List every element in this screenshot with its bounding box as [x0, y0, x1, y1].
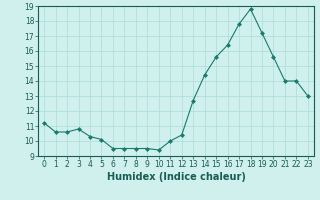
X-axis label: Humidex (Indice chaleur): Humidex (Indice chaleur) — [107, 172, 245, 182]
